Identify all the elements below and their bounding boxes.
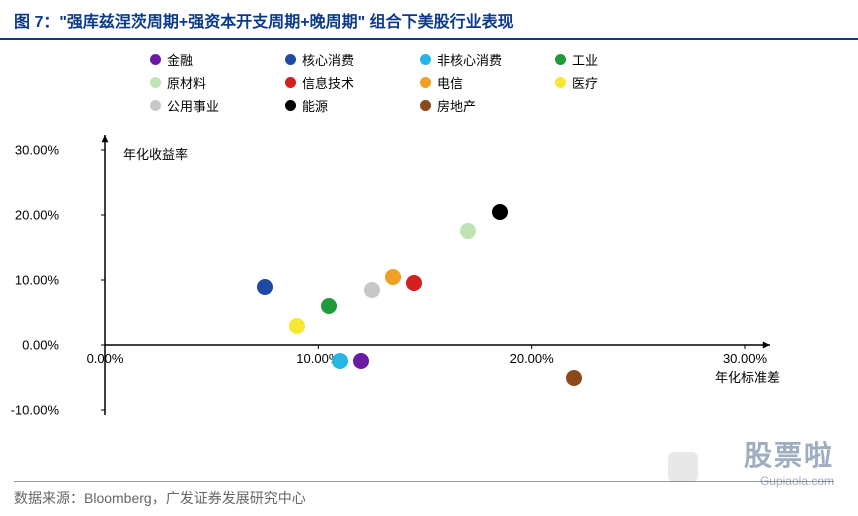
watermark-big: 股票啦 [744,434,834,474]
legend-label: 金融 [167,50,193,69]
data-point [321,298,337,314]
legend-item: 公用事业 [150,96,285,115]
legend-swatch [555,77,566,88]
legend-item: 医疗 [555,73,690,92]
legend-label: 医疗 [572,73,598,92]
legend-label: 能源 [302,96,328,115]
legend-swatch [285,100,296,111]
source-line: 数据来源：Bloomberg，广发证券发展研究中心 [14,481,834,508]
legend-item: 工业 [555,50,690,69]
data-point [492,204,508,220]
legend-swatch [150,77,161,88]
legend-item: 电信 [420,73,555,92]
legend-label: 工业 [572,50,598,69]
legend-swatch [150,54,161,65]
legend-item: 房地产 [420,96,555,115]
data-point [406,275,422,291]
x-tick-label: 0.00% [87,351,124,366]
legend-label: 非核心消费 [437,50,502,69]
wechat-icon [668,452,698,482]
legend-label: 电信 [437,73,463,92]
data-point [257,279,273,295]
legend-label: 核心消费 [302,50,354,69]
data-point [566,370,582,386]
data-point [332,353,348,369]
source-text: Bloomberg，广发证券发展研究中心 [84,490,306,506]
chart-axes-svg [65,140,785,440]
chart-legend: 金融 核心消费 非核心消费 工业原材料 信息技术 电信 医疗公用事业 能源 房地产 [150,50,710,119]
y-tick-label: 10.00% [15,273,59,288]
legend-swatch [555,54,566,65]
legend-swatch [420,77,431,88]
source-prefix: 数据来源： [14,490,84,506]
x-tick-label: 30.00% [723,351,767,366]
legend-item: 信息技术 [285,73,420,92]
legend-item: 能源 [285,96,420,115]
watermark: 股票啦 Gupiaola.com [744,434,834,488]
legend-item: 核心消费 [285,50,420,69]
y-tick-label: -10.00% [11,403,59,418]
data-point [460,223,476,239]
legend-item: 金融 [150,50,285,69]
legend-swatch [420,54,431,65]
figure-title: 图 7："强库兹涅茨周期+强资本开支周期+晚周期" 组合下美股行业表现 [0,0,858,40]
legend-label: 信息技术 [302,73,354,92]
legend-label: 房地产 [437,96,476,115]
scatter-chart: -10.00%0.00%10.00%20.00%30.00%0.00%10.00… [65,140,785,440]
data-point [289,318,305,334]
y-tick-label: 0.00% [22,338,59,353]
legend-swatch [150,100,161,111]
legend-swatch [420,100,431,111]
x-axis-title: 年化标准差 [715,367,780,386]
legend-swatch [285,54,296,65]
data-point [364,282,380,298]
legend-item: 原材料 [150,73,285,92]
data-point [353,353,369,369]
y-tick-label: 20.00% [15,208,59,223]
data-point [385,269,401,285]
legend-label: 公用事业 [167,96,219,115]
x-tick-label: 20.00% [510,351,554,366]
legend-label: 原材料 [167,73,206,92]
legend-item: 非核心消费 [420,50,555,69]
y-axis-title: 年化收益率 [123,144,188,163]
y-tick-label: 30.00% [15,143,59,158]
legend-swatch [285,77,296,88]
